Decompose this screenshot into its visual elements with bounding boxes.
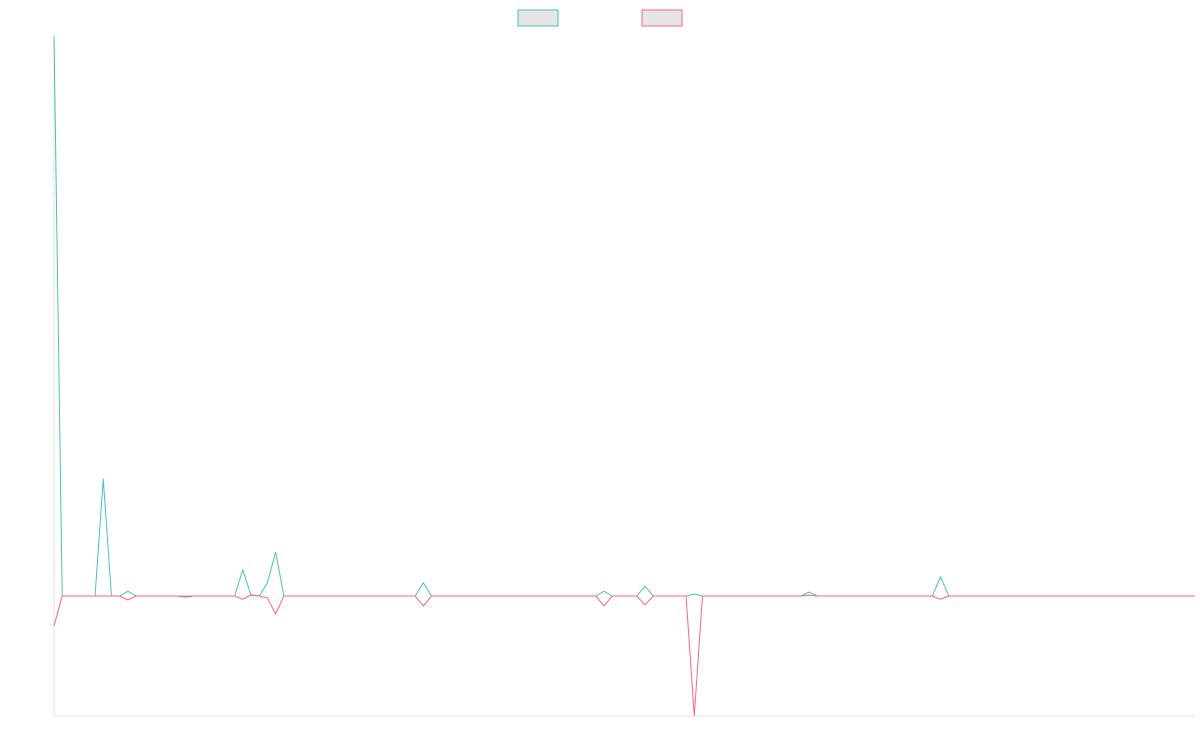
series-line bbox=[53, 594, 1195, 717]
legend-swatch bbox=[641, 9, 683, 27]
series-line bbox=[53, 35, 1195, 597]
legend-swatch bbox=[517, 9, 559, 27]
